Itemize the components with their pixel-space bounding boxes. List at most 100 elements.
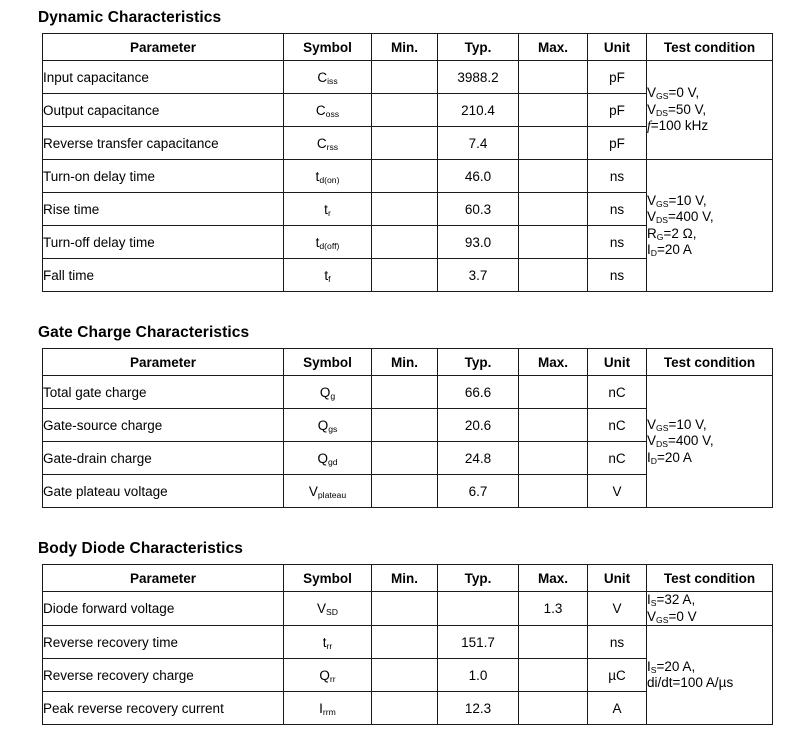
test-condition-line: f=100 kHz	[647, 118, 709, 134]
max-cell	[518, 658, 588, 692]
column-header: Max.	[518, 564, 588, 592]
parameter-cell: Gate-source charge	[42, 408, 284, 442]
test-condition-cell: VGS=10 V, VDS=400 V, RG=2 Ω, ID=20 A	[646, 159, 773, 292]
typ-cell: 93.0	[437, 225, 519, 259]
max-cell	[518, 258, 588, 292]
unit-cell: pF	[587, 60, 647, 94]
max-cell	[518, 126, 588, 160]
parameter-cell: Total gate charge	[42, 375, 284, 409]
table-row: Fall time tf 3.7 ns	[42, 258, 773, 292]
test-condition-line: VGS=10 V,	[647, 416, 707, 433]
column-header: Parameter	[42, 564, 284, 592]
max-cell	[518, 441, 588, 475]
min-cell	[371, 225, 438, 259]
header-row: Parameter Symbol Min. Typ. Max. Unit Test cond…	[42, 33, 773, 61]
table-row: Turn-on delay time td(on) 46.0 ns VGS=10 V, V…	[42, 159, 773, 292]
table-row: Reverse transfer capacitance Crss 7.4 pF	[42, 126, 773, 160]
max-cell	[518, 93, 588, 127]
test-condition-cell: VGS=0 V, VDS=50 V, f=100 kHz	[646, 60, 773, 160]
table-row: Total gate charge Qg 66.6 nC VGS=10 V, VDS=40…	[42, 375, 773, 508]
column-header: Symbol	[283, 564, 372, 592]
table-row: Gate-drain charge Qgd 24.8 nC	[42, 441, 773, 475]
parameter-cell: Gate-drain charge	[42, 441, 284, 475]
max-cell	[518, 375, 588, 409]
characteristics-section: Dynamic Characteristics Parameter Symbol Mi…	[38, 9, 805, 292]
max-cell	[518, 691, 588, 725]
max-cell	[518, 159, 588, 193]
symbol-cell: Qgd	[283, 441, 372, 475]
table-row: Reverse recovery time trr 151.7 ns IS=20 A, d…	[42, 625, 773, 725]
parameter-cell: Fall time	[42, 258, 284, 292]
test-condition-line: VGS=10 V,	[647, 192, 707, 209]
unit-cell: nC	[587, 441, 647, 475]
unit-cell: V	[587, 474, 647, 508]
unit-cell: µC	[587, 658, 647, 692]
symbol-cell: trr	[283, 625, 372, 659]
typ-cell: 66.6	[437, 375, 519, 409]
unit-cell: ns	[587, 159, 647, 193]
test-condition-line: VGS=0 V,	[647, 85, 700, 102]
datasheet-page: Dynamic Characteristics Parameter Symbol Mi…	[38, 9, 805, 725]
symbol-cell: tr	[283, 192, 372, 226]
unit-cell: ns	[587, 258, 647, 292]
parameter-cell: Input capacitance	[42, 60, 284, 94]
parameter-cell: Turn-on delay time	[42, 159, 284, 193]
characteristics-table: Parameter Symbol Min. Typ. Max. Unit Test cond…	[42, 564, 773, 725]
table-row: Diode forward voltage VSD 1.3 V IS=32 A, VGS=…	[42, 591, 773, 626]
header-row: Parameter Symbol Min. Typ. Max. Unit Test cond…	[42, 564, 773, 592]
test-condition-line: di/dt=100 A/µs	[647, 675, 734, 690]
typ-cell: 46.0	[437, 159, 519, 193]
max-cell: 1.3	[518, 591, 588, 626]
test-condition-line: IS=32 A,	[647, 592, 696, 608]
min-cell	[371, 625, 438, 659]
min-cell	[371, 658, 438, 692]
column-header: Parameter	[42, 33, 284, 61]
symbol-cell: Crss	[283, 126, 372, 160]
symbol-cell: Vplateau	[283, 474, 372, 508]
symbol-cell: VSD	[283, 591, 372, 626]
section-title: Dynamic Characteristics	[38, 9, 222, 26]
max-cell	[518, 408, 588, 442]
column-header: Symbol	[283, 33, 372, 61]
min-cell	[371, 441, 438, 475]
test-condition-line: VDS=400 V,	[647, 209, 714, 225]
parameter-cell: Diode forward voltage	[42, 591, 284, 626]
parameter-cell: Gate plateau voltage	[42, 474, 284, 508]
column-header: Unit	[587, 348, 647, 376]
table-row: Gate-source charge Qgs 20.6 nC	[42, 408, 773, 442]
parameter-cell: Output capacitance	[42, 93, 284, 127]
test-condition-line: RG=2 Ω,	[647, 225, 697, 242]
min-cell	[371, 126, 438, 160]
symbol-cell: Coss	[283, 93, 372, 127]
min-cell	[371, 375, 438, 409]
min-cell	[371, 258, 438, 292]
typ-cell	[437, 591, 519, 626]
typ-cell: 1.0	[437, 658, 519, 692]
column-header: Test condition	[646, 33, 773, 61]
column-header: Typ.	[437, 33, 519, 61]
symbol-cell: Qgs	[283, 408, 372, 442]
parameter-cell: Rise time	[42, 192, 284, 226]
symbol-cell: td(off)	[283, 225, 372, 259]
test-condition-line: ID=20 A	[647, 242, 692, 258]
max-cell	[518, 192, 588, 226]
column-header: Min.	[371, 348, 438, 376]
section-title: Gate Charge Characteristics	[38, 324, 250, 341]
typ-cell: 20.6	[437, 408, 519, 442]
parameter-cell: Peak reverse recovery current	[42, 691, 284, 725]
characteristics-table: Parameter Symbol Min. Typ. Max. Unit Test cond…	[42, 33, 773, 292]
unit-cell: ns	[587, 625, 647, 659]
unit-cell: ns	[587, 192, 647, 226]
min-cell	[371, 691, 438, 725]
min-cell	[371, 60, 438, 94]
characteristics-section: Gate Charge Characteristics Parameter Symb…	[38, 324, 805, 508]
test-condition-line: IS=20 A,	[647, 658, 696, 675]
typ-cell: 12.3	[437, 691, 519, 725]
column-header: Symbol	[283, 348, 372, 376]
column-header: Min.	[371, 564, 438, 592]
typ-cell: 6.7	[437, 474, 519, 508]
typ-cell: 3.7	[437, 258, 519, 292]
table-row: Output capacitance Coss 210.4 pF	[42, 93, 773, 127]
unit-cell: pF	[587, 126, 647, 160]
column-header: Min.	[371, 33, 438, 61]
